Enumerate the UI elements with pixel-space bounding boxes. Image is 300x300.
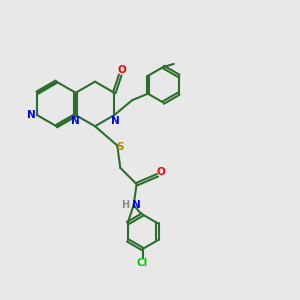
Text: N: N (132, 200, 141, 210)
Text: O: O (117, 65, 126, 76)
Text: S: S (116, 142, 123, 152)
Text: N: N (111, 116, 120, 126)
Text: O: O (157, 167, 166, 177)
Text: N: N (71, 116, 80, 126)
Text: H: H (121, 200, 129, 210)
Text: Cl: Cl (137, 258, 148, 268)
Text: N: N (27, 110, 36, 120)
